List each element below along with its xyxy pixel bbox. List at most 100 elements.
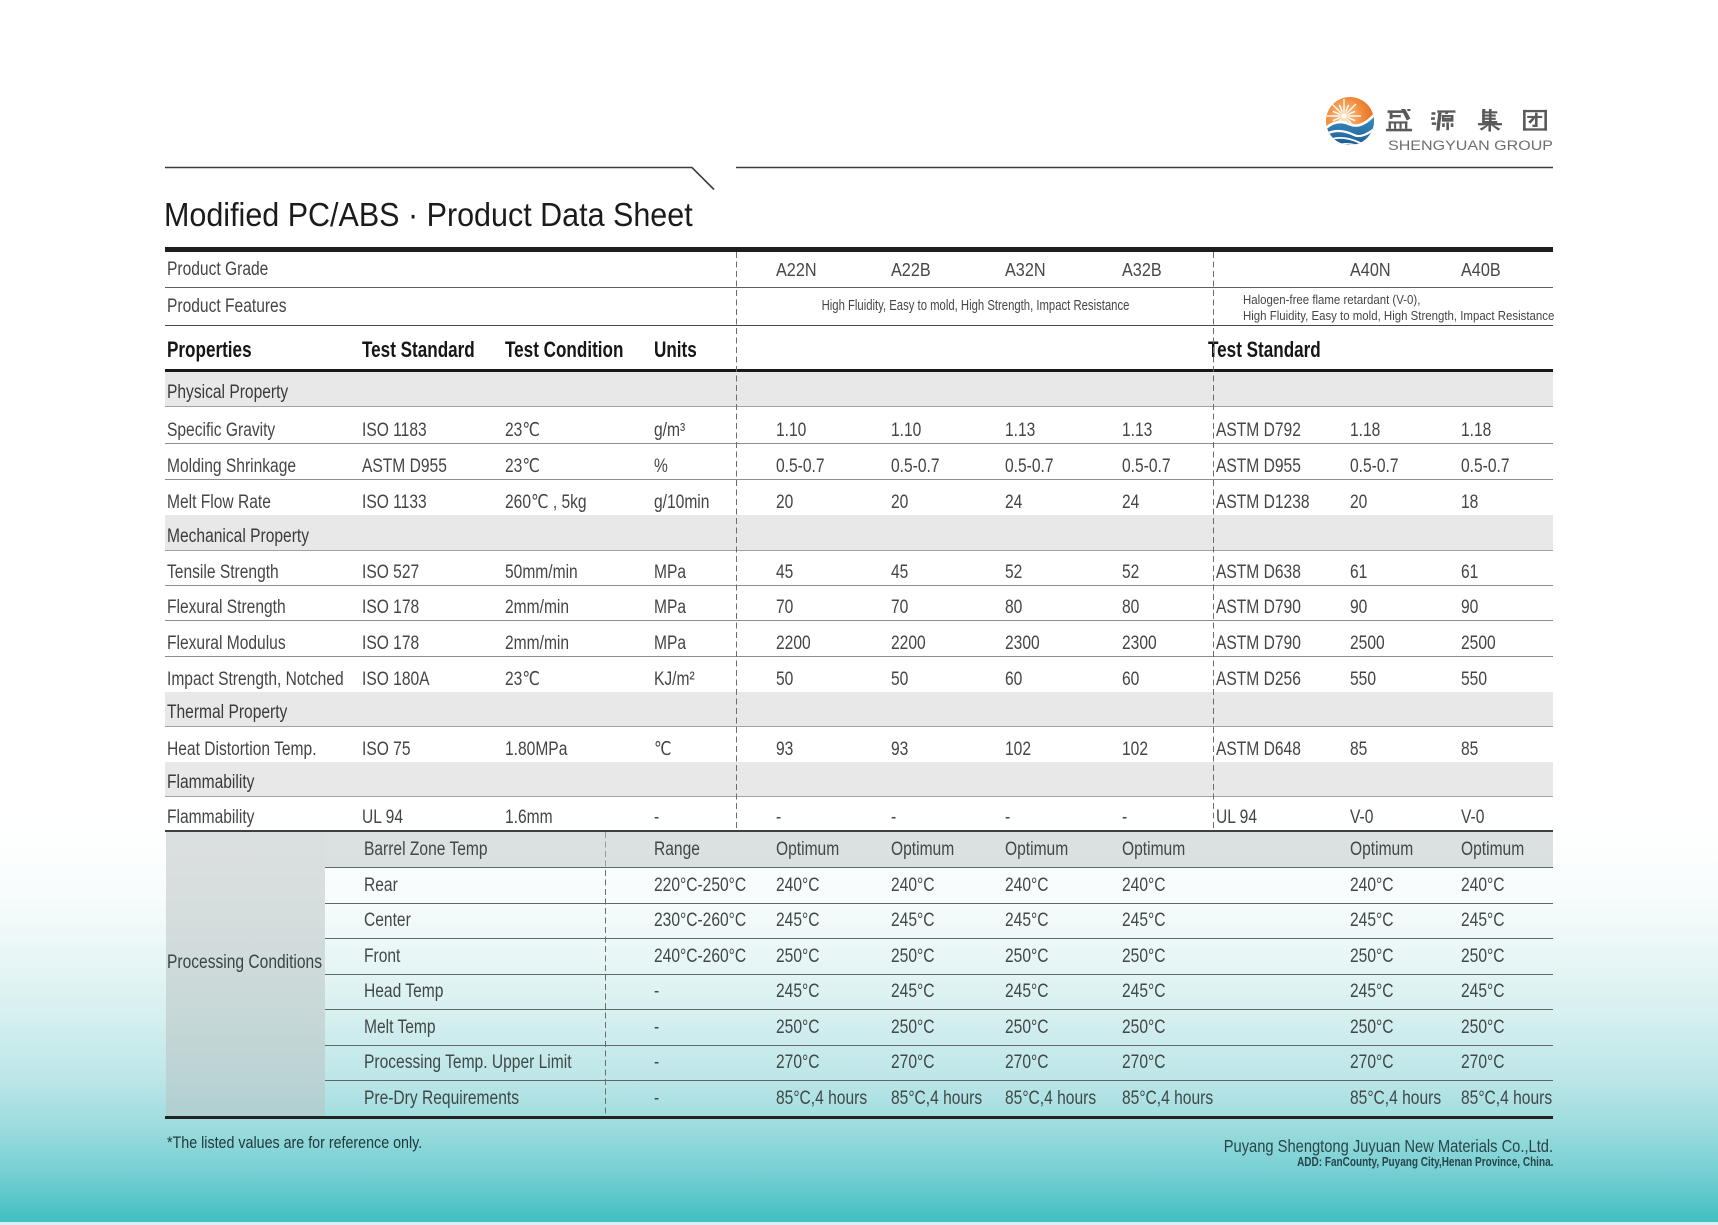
section-label: Physical Property: [167, 382, 289, 403]
astm-standard: ASTM D790: [1216, 633, 1301, 654]
optimum-value: 245°C: [776, 910, 820, 931]
section-mechanical-property: Mechanical Property: [165, 515, 1553, 551]
features-left-text: High Fluidity, Easy to mold, High Streng…: [821, 298, 1130, 314]
optimum-value: 270°C: [1350, 1052, 1394, 1073]
test-condition: 23℃: [505, 669, 540, 690]
footer-company-name: Puyang Shengtong Juyuan New Materials Co…: [1223, 1136, 1553, 1156]
optimum-value: 270°C: [891, 1052, 935, 1073]
section-physical-property: Physical Property: [165, 372, 1553, 407]
optimum-value: 245°C: [1461, 981, 1505, 1002]
astm-standard: UL 94: [1216, 807, 1257, 828]
value-a22n: 20: [776, 492, 794, 513]
optimum-value: 250°C: [1461, 1017, 1505, 1038]
test-condition: 23℃: [505, 456, 540, 477]
value-a40n: 85: [1350, 739, 1368, 760]
optimum-value: 250°C: [891, 946, 935, 967]
range-value: -: [654, 1088, 660, 1109]
value-a22b: 20: [891, 492, 909, 513]
test-standard: UL 94: [362, 807, 403, 828]
optimum-value: 250°C: [1350, 1017, 1394, 1038]
astm-standard: ASTM D790: [1216, 597, 1301, 618]
section-label: Flammability: [167, 772, 255, 793]
value-a22b: 2200: [891, 633, 926, 654]
section-label: Mechanical Property: [167, 526, 310, 547]
grade-a40b: A40B: [1461, 260, 1501, 280]
value-a32n: 2300: [1005, 633, 1040, 654]
optimum-value: 250°C: [776, 946, 820, 967]
units: %: [654, 456, 668, 477]
value-a32b: 1.13: [1122, 420, 1153, 441]
optimum-value: 250°C: [776, 1017, 820, 1038]
test-standard: ISO 527: [362, 562, 420, 583]
table-bottom-rule: [165, 1116, 1553, 1119]
units: KJ/m²: [654, 669, 695, 690]
property-name: Flammability: [167, 807, 255, 828]
value-a22b: 1.10: [891, 420, 922, 441]
optimum-value: 85°C,4 hours: [1350, 1088, 1442, 1109]
header-properties: Properties: [167, 337, 252, 362]
value-a40n: 90: [1350, 597, 1368, 618]
range-header: Range: [654, 839, 700, 860]
zone-name: Melt Temp: [364, 1017, 436, 1038]
features-right-line1: Halogen-free flame retardant (V-0),: [1243, 292, 1421, 307]
value-a32n: 102: [1005, 739, 1031, 760]
section-label: Thermal Property: [167, 702, 288, 723]
optimum-value: 85°C,4 hours: [1122, 1088, 1214, 1109]
header-rule: [165, 166, 1553, 191]
value-a40n: 20: [1350, 492, 1368, 513]
test-standard: ISO 180A: [362, 669, 430, 690]
value-a32n: -: [1005, 807, 1011, 828]
zone-name: Rear: [364, 875, 398, 896]
test-condition: 2mm/min: [505, 633, 570, 654]
astm-standard: ASTM D792: [1216, 420, 1301, 441]
range-value: -: [654, 1017, 660, 1038]
grade-a40n: A40N: [1350, 260, 1391, 280]
value-a40n: 550: [1350, 669, 1376, 690]
processing-header-row: Barrel Zone Temp Range Optimum Optimum O…: [325, 832, 1553, 868]
property-name: Heat Distortion Temp.: [167, 739, 317, 760]
optimum-value: 245°C: [776, 981, 820, 1002]
value-a32n: 52: [1005, 562, 1023, 583]
property-name: Flexural Strength: [167, 597, 286, 618]
footer-address: ADD: FanCounty, Puyang City,Henan Provin…: [1296, 1155, 1553, 1169]
row-label: Product Features: [167, 296, 287, 317]
optimum-value: 240°C: [891, 875, 935, 896]
value-a32b: 24: [1122, 492, 1140, 513]
range-value: -: [654, 981, 660, 1002]
value-a32b: 0.5-0.7: [1122, 456, 1171, 477]
units: g/m³: [654, 420, 686, 441]
zone-name: Head Temp: [364, 981, 444, 1002]
grade-a22b: A22B: [891, 260, 931, 280]
value-a40b: V-0: [1461, 807, 1485, 828]
features-right-line2: High Fluidity, Easy to mold, High Streng…: [1243, 307, 1555, 323]
test-standard: ISO 178: [362, 597, 420, 618]
table-row-heat-distortion: Heat Distortion Temp. ISO 75 1.80MPa ℃ 9…: [165, 726, 1553, 763]
table-row-flexural-strength: Flexural Strength ISO 178 2mm/min MPa 70…: [165, 585, 1553, 621]
astm-standard: ASTM D1238: [1216, 492, 1310, 513]
header-test-condition: Test Condition: [505, 337, 624, 362]
value-a22b: 70: [891, 597, 909, 618]
optimum-value: 250°C: [1350, 946, 1394, 967]
dashed-separator-left: [736, 252, 737, 830]
value-a40b: 85: [1461, 739, 1479, 760]
optimum-value: 240°C: [1350, 875, 1394, 896]
header-test-standard: Test Standard: [362, 337, 475, 362]
table-row-flammability: Flammability UL 94 1.6mm - - - - - UL 94…: [165, 796, 1553, 832]
optimum-value: 270°C: [776, 1052, 820, 1073]
optimum-header: Optimum: [1005, 839, 1069, 860]
table-row-molding-shrinkage: Molding Shrinkage ASTM D955 23℃ % 0.5-0.…: [165, 443, 1553, 480]
test-standard: ISO 178: [362, 633, 420, 654]
value-a32n: 24: [1005, 492, 1023, 513]
value-a40b: 61: [1461, 562, 1479, 583]
value-a22n: 2200: [776, 633, 811, 654]
row-label: Product Grade: [167, 259, 269, 280]
value-a32b: 102: [1122, 739, 1148, 760]
astm-standard: ASTM D256: [1216, 669, 1301, 690]
zone-name: Pre-Dry Requirements: [364, 1088, 519, 1109]
value-a32b: 2300: [1122, 633, 1157, 654]
test-standard: ISO 1133: [362, 492, 427, 513]
table-row-melt-flow-rate: Melt Flow Rate ISO 1133 260℃ , 5kg g/10m…: [165, 479, 1553, 516]
units: g/10min: [654, 492, 710, 513]
value-a22b: -: [891, 807, 897, 828]
product-grade-row: Product Grade A22N A22B A32N A32B A40N A…: [165, 252, 1553, 288]
